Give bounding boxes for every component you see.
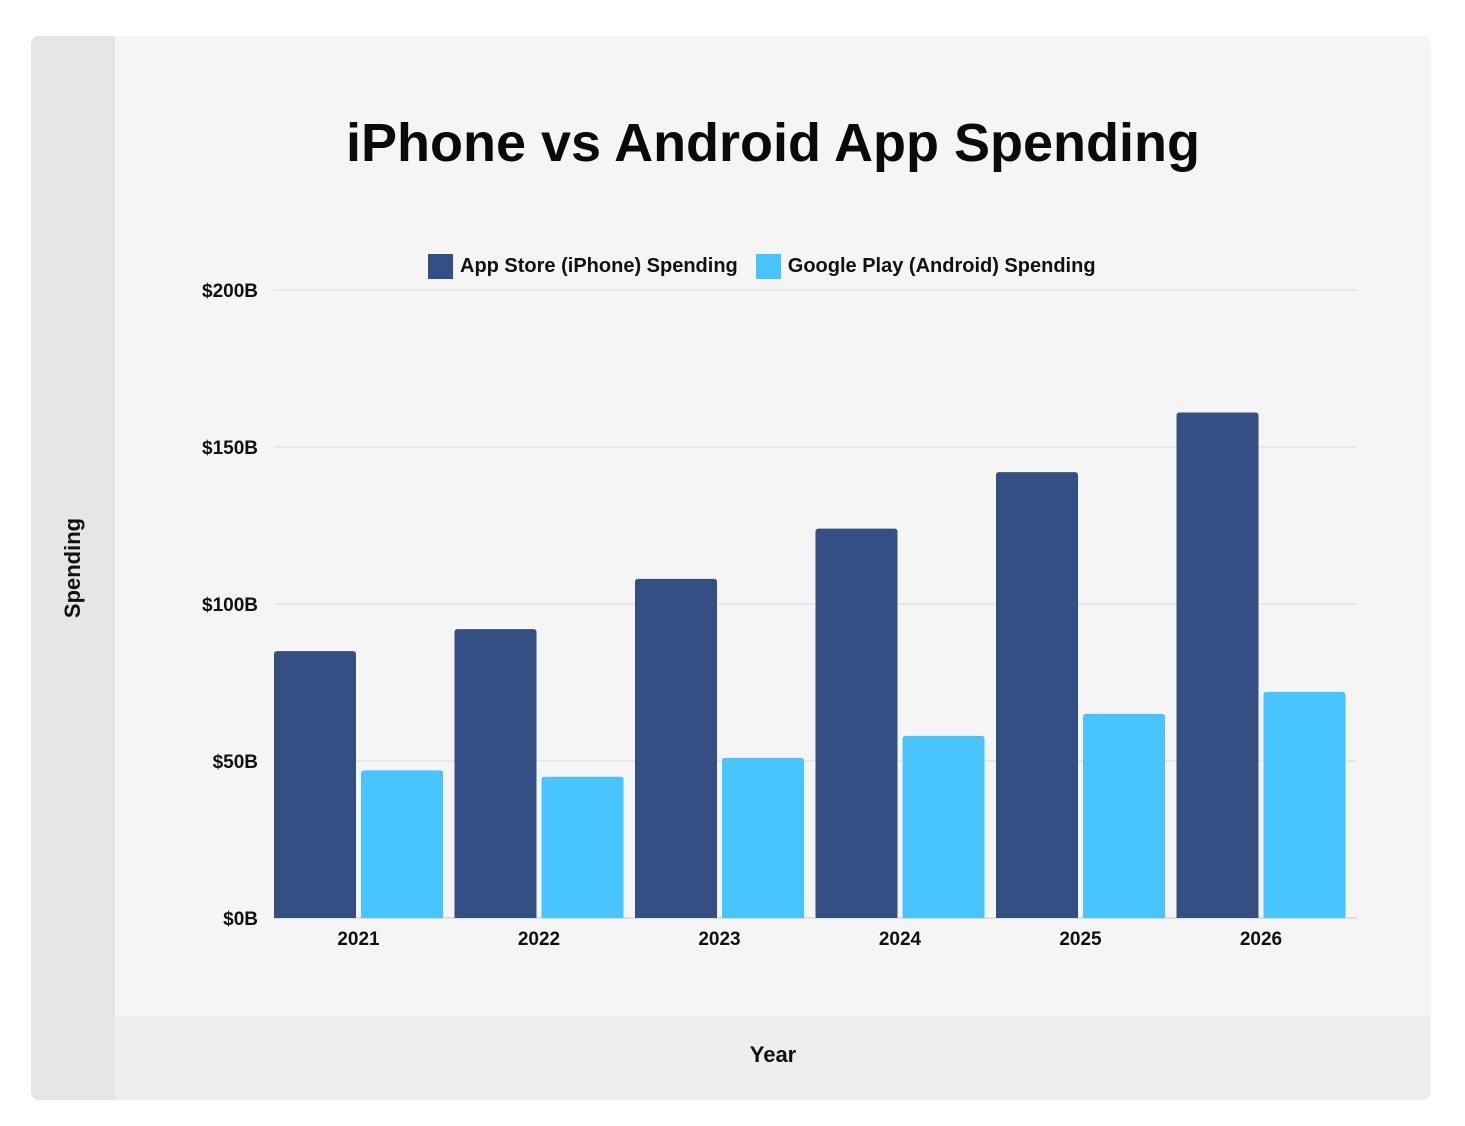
x-tick-label: 2026 <box>1240 929 1282 950</box>
chart-legend: App Store (iPhone) Spending Google Play … <box>428 254 1114 279</box>
y-axis-label-band <box>31 36 115 1100</box>
bar-google-play <box>722 757 804 918</box>
y-tick-label: $100B <box>202 595 258 616</box>
legend-swatch-google-play <box>755 254 781 279</box>
bar-app-store <box>815 528 898 918</box>
bar-google-play <box>541 776 624 918</box>
y-tick-label: $0B <box>223 909 258 930</box>
bar-app-store <box>274 651 356 918</box>
x-tick-label: 2023 <box>698 929 740 950</box>
x-tick-label: 2024 <box>879 929 922 950</box>
y-tick-label: $200B <box>202 281 258 302</box>
legend-item-google-play: Google Play (Android) Spending <box>755 254 1096 279</box>
y-tick-label: $50B <box>213 752 258 773</box>
x-tick-label: 2022 <box>518 929 560 950</box>
bar-google-play <box>902 735 985 918</box>
x-tick-label: 2021 <box>337 929 380 950</box>
bar-google-play <box>361 770 443 918</box>
legend-item-app-store: App Store (iPhone) Spending <box>428 254 738 279</box>
bar-google-play <box>1083 713 1165 918</box>
bar-app-store <box>996 472 1078 918</box>
legend-label-app-store: App Store (iPhone) Spending <box>460 255 738 277</box>
y-tick-label: $150B <box>202 438 258 459</box>
legend-swatch-app-store <box>428 254 453 279</box>
x-axis-label: Year <box>749 1042 797 1067</box>
chart-title: iPhone vs Android App Spending <box>346 113 1200 173</box>
x-tick-label: 2025 <box>1059 929 1102 950</box>
x-axis-label-band <box>115 1016 1431 1100</box>
bar-app-store <box>1176 412 1259 918</box>
bar-app-store <box>635 578 717 918</box>
bar-google-play <box>1263 691 1346 918</box>
bar-app-store <box>454 629 537 918</box>
legend-label-google-play: Google Play (Android) Spending <box>787 255 1096 277</box>
